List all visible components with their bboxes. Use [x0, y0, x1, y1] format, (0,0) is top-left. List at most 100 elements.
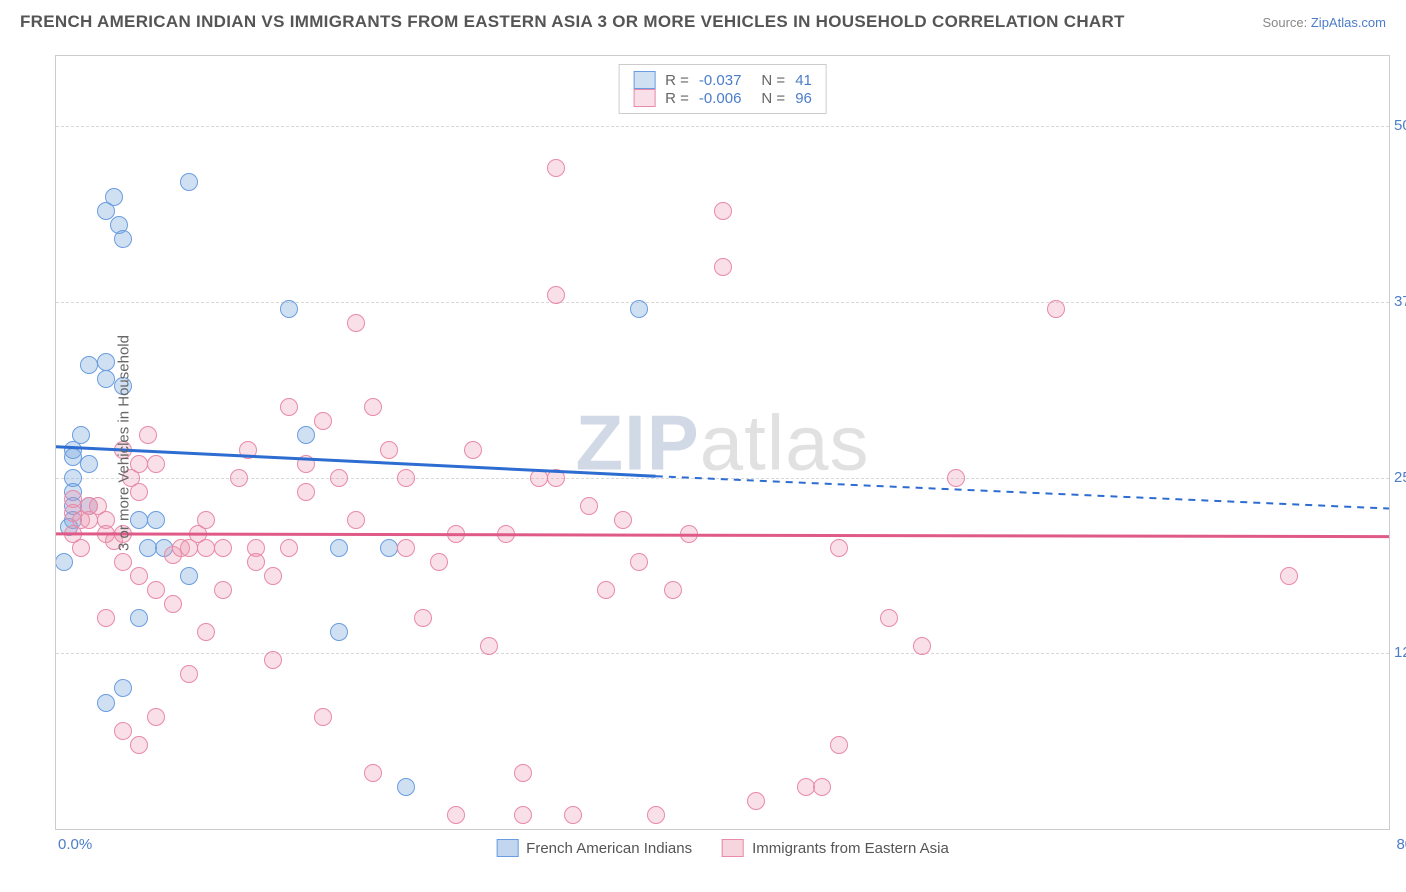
scatter-point-pink: [72, 539, 90, 557]
scatter-point-pink: [214, 539, 232, 557]
scatter-point-pink: [447, 806, 465, 824]
scatter-point-pink: [464, 441, 482, 459]
r-value-blue: -0.037: [699, 72, 742, 89]
header-row: FRENCH AMERICAN INDIAN VS IMMIGRANTS FRO…: [0, 0, 1406, 40]
scatter-point-pink: [647, 806, 665, 824]
scatter-point-blue: [114, 230, 132, 248]
scatter-point-pink: [147, 581, 165, 599]
scatter-point-pink: [130, 483, 148, 501]
chart-area: ZIPatlas R = -0.037 N = 41 R = -0.006 N …: [55, 55, 1390, 830]
scatter-point-pink: [239, 441, 257, 459]
scatter-point-blue: [397, 778, 415, 796]
scatter-point-pink: [714, 202, 732, 220]
scatter-point-pink: [580, 497, 598, 515]
scatter-point-pink: [1047, 300, 1065, 318]
scatter-point-pink: [280, 539, 298, 557]
source-prefix: Source:: [1262, 15, 1310, 30]
source-attribution: Source: ZipAtlas.com: [1262, 15, 1386, 30]
scatter-point-pink: [347, 314, 365, 332]
legend-label-pink: Immigrants from Eastern Asia: [752, 840, 949, 857]
y-tick-label: 12.5%: [1394, 644, 1406, 661]
legend-swatch-blue: [633, 71, 655, 89]
scatter-point-pink: [630, 553, 648, 571]
scatter-point-pink: [564, 806, 582, 824]
scatter-point-blue: [56, 553, 73, 571]
scatter-point-pink: [680, 525, 698, 543]
r-label: R =: [665, 72, 689, 89]
scatter-point-blue: [630, 300, 648, 318]
scatter-point-pink: [664, 581, 682, 599]
scatter-point-pink: [114, 553, 132, 571]
scatter-point-pink: [1280, 567, 1298, 585]
scatter-point-pink: [230, 469, 248, 487]
n-label: N =: [761, 90, 785, 107]
legend-label-blue: French American Indians: [526, 840, 692, 857]
y-axis-label: 3 or more Vehicles in Household: [115, 335, 132, 551]
scatter-point-blue: [97, 694, 115, 712]
scatter-point-pink: [547, 159, 565, 177]
scatter-point-pink: [130, 567, 148, 585]
scatter-point-pink: [330, 469, 348, 487]
scatter-point-pink: [514, 806, 532, 824]
scatter-point-pink: [297, 483, 315, 501]
x-tick-min: 0.0%: [58, 836, 92, 853]
scatter-point-pink: [147, 455, 165, 473]
scatter-point-pink: [514, 764, 532, 782]
scatter-point-pink: [813, 778, 831, 796]
scatter-point-blue: [130, 511, 148, 529]
legend-series: French American Indians Immigrants from …: [496, 839, 949, 857]
scatter-plot: [56, 56, 1389, 829]
scatter-point-pink: [380, 441, 398, 459]
scatter-point-pink: [913, 637, 931, 655]
scatter-point-pink: [197, 623, 215, 641]
legend-swatch-pink: [633, 89, 655, 107]
scatter-point-blue: [147, 511, 165, 529]
scatter-point-blue: [330, 539, 348, 557]
scatter-point-pink: [147, 708, 165, 726]
n-value-blue: 41: [795, 72, 812, 89]
scatter-point-pink: [747, 792, 765, 810]
r-value-pink: -0.006: [699, 90, 742, 107]
legend-stats-row-pink: R = -0.006 N = 96: [633, 89, 812, 107]
scatter-point-pink: [530, 469, 548, 487]
scatter-point-pink: [197, 511, 215, 529]
scatter-point-pink: [397, 539, 415, 557]
scatter-point-pink: [597, 581, 615, 599]
scatter-point-blue: [180, 567, 198, 585]
x-tick-max: 80.0%: [1396, 836, 1406, 853]
scatter-point-pink: [830, 736, 848, 754]
scatter-point-pink: [314, 412, 332, 430]
scatter-point-pink: [130, 455, 148, 473]
scatter-point-pink: [797, 778, 815, 796]
scatter-point-pink: [830, 539, 848, 557]
n-value-pink: 96: [795, 90, 812, 107]
scatter-point-blue: [64, 448, 82, 466]
scatter-point-pink: [497, 525, 515, 543]
n-label: N =: [761, 72, 785, 89]
scatter-point-blue: [114, 679, 132, 697]
scatter-point-blue: [72, 426, 90, 444]
scatter-point-pink: [414, 609, 432, 627]
scatter-point-blue: [80, 356, 98, 374]
source-link[interactable]: ZipAtlas.com: [1311, 15, 1386, 30]
scatter-point-pink: [264, 651, 282, 669]
legend-stats-box: R = -0.037 N = 41 R = -0.006 N = 96: [618, 64, 827, 114]
scatter-point-pink: [114, 722, 132, 740]
legend-swatch-pink: [722, 839, 744, 857]
scatter-point-blue: [330, 623, 348, 641]
y-tick-label: 37.5%: [1394, 293, 1406, 310]
scatter-point-blue: [97, 353, 115, 371]
page: FRENCH AMERICAN INDIAN VS IMMIGRANTS FRO…: [0, 0, 1406, 892]
scatter-point-pink: [197, 539, 215, 557]
scatter-point-pink: [364, 764, 382, 782]
scatter-point-pink: [547, 286, 565, 304]
scatter-point-pink: [480, 637, 498, 655]
scatter-point-pink: [614, 511, 632, 529]
scatter-point-pink: [214, 581, 232, 599]
y-tick-label: 50.0%: [1394, 117, 1406, 134]
scatter-point-pink: [130, 736, 148, 754]
r-label: R =: [665, 90, 689, 107]
scatter-point-blue: [280, 300, 298, 318]
scatter-point-pink: [314, 708, 332, 726]
scatter-point-blue: [80, 455, 98, 473]
